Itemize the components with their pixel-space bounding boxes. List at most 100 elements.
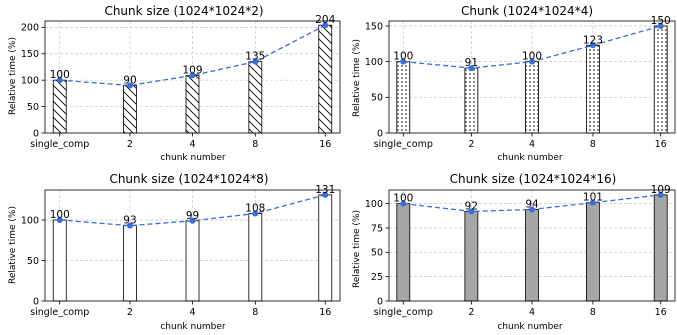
y-ticks: 0 25 50 75 100 <box>365 199 389 307</box>
trend-marker <box>189 217 196 224</box>
y-tick-label: 0 <box>33 296 39 307</box>
y-tick-label: 150 <box>365 21 383 32</box>
x-ticks: single_comp 2 4 8 16 <box>30 301 331 318</box>
data-label: 100 <box>50 209 70 221</box>
bar <box>396 61 411 134</box>
y-tick-label: 0 <box>33 128 39 139</box>
x-tick-label: 2 <box>468 139 474 150</box>
x-axis-label: chunk number <box>497 153 563 163</box>
y-axis-label: Relative time (%) <box>352 210 362 288</box>
bar <box>396 203 411 302</box>
trend-line <box>400 191 664 215</box>
x-axis-label: chunk number <box>160 322 226 332</box>
data-label: 99 <box>186 210 199 222</box>
x-tick-label: 16 <box>319 307 331 318</box>
y-axis-label: Relative time (%) <box>8 37 18 115</box>
chart-panel-chunk-16: Chunk size (1024*1024*16) Relative time … <box>352 172 676 332</box>
bar <box>318 24 333 134</box>
x-tick-label: 8 <box>590 139 596 150</box>
y-axis-label: Relative time (%) <box>8 206 18 284</box>
trend-line-path <box>59 194 326 227</box>
bar <box>185 220 200 302</box>
data-label: 94 <box>525 198 539 210</box>
x-axis-label: chunk number <box>160 153 226 163</box>
trend-marker <box>126 222 133 229</box>
y-tick-label: 0 <box>377 128 383 139</box>
x-tick-label: 2 <box>468 307 474 318</box>
trend-marker <box>468 65 475 72</box>
y-tick-label: 0 <box>377 296 383 307</box>
data-label: 204 <box>315 14 335 26</box>
y-ticks: 0 50 100 150 <box>365 21 389 139</box>
y-tick-label: 150 <box>21 49 39 60</box>
trend-marker <box>400 58 407 65</box>
bar <box>464 211 479 302</box>
trend-marker <box>657 191 664 198</box>
data-label: 109 <box>182 64 202 76</box>
x-tick-label: 8 <box>590 307 596 318</box>
x-tick-label: 2 <box>127 139 133 150</box>
x-tick-label: 16 <box>655 307 667 318</box>
trend-marker <box>252 58 259 65</box>
y-ticks: 0 50 100 <box>21 215 45 307</box>
bar <box>52 79 67 134</box>
data-label: 100 <box>393 193 413 205</box>
bar <box>185 75 200 134</box>
trend-marker <box>126 82 133 89</box>
y-tick-label: 25 <box>371 272 383 283</box>
y-tick-label: 100 <box>21 75 39 86</box>
x-tick-label: 4 <box>529 307 535 318</box>
data-label: 135 <box>245 51 265 63</box>
chart-title: Chunk size (1024*1024*8) <box>109 172 268 186</box>
bar <box>525 209 539 302</box>
data-label: 90 <box>123 74 136 86</box>
y-tick-label: 100 <box>365 199 383 210</box>
chart-title: Chunk size (1024*1024*16) <box>450 172 617 186</box>
y-tick-label: 50 <box>371 93 383 104</box>
trend-line-path <box>59 24 326 87</box>
x-tick-label: single_comp <box>374 139 433 150</box>
x-tick-label: 4 <box>529 139 535 150</box>
y-tick-label: 50 <box>27 102 39 113</box>
data-label: 92 <box>465 200 478 212</box>
chart-title: Chunk (1024*1024*4) <box>461 4 593 18</box>
trend-marker <box>589 42 596 49</box>
trend-marker <box>252 210 259 217</box>
x-ticks: single_comp 2 4 8 16 <box>374 133 667 150</box>
data-label: 123 <box>583 34 603 46</box>
bar <box>248 213 263 302</box>
trend-marker <box>657 22 664 29</box>
x-tick-label: single_comp <box>374 307 433 318</box>
y-tick-label: 75 <box>371 223 383 234</box>
trend-line <box>400 22 664 72</box>
y-tick-label: 100 <box>21 215 39 226</box>
data-label: 100 <box>393 51 413 63</box>
data-label: 101 <box>583 192 603 204</box>
y-ticks: 0 50 100 150 200 <box>21 23 45 139</box>
bar <box>248 61 263 134</box>
trend-marker <box>56 216 63 223</box>
data-label: 108 <box>245 202 265 214</box>
x-ticks: single_comp 2 4 8 16 <box>374 301 667 318</box>
chart-title: Chunk size (1024*1024*2) <box>104 4 263 18</box>
trend-marker <box>589 199 596 206</box>
bar <box>123 225 137 302</box>
y-tick-label: 50 <box>371 248 383 259</box>
data-label: 93 <box>123 215 136 227</box>
data-label: 100 <box>522 51 542 63</box>
x-tick-label: 8 <box>252 139 258 150</box>
bar <box>586 202 600 302</box>
x-tick-label: 16 <box>319 139 331 150</box>
trend-marker <box>400 200 407 207</box>
x-tick-label: single_comp <box>30 307 89 318</box>
trend-marker <box>468 208 475 215</box>
trend-marker <box>189 72 196 79</box>
bar <box>464 67 479 134</box>
x-ticks: single_comp 2 4 8 16 <box>30 133 331 150</box>
data-label: 91 <box>465 57 478 69</box>
trend-line <box>56 191 329 229</box>
x-tick-label: 16 <box>655 139 667 150</box>
bar <box>123 85 137 134</box>
